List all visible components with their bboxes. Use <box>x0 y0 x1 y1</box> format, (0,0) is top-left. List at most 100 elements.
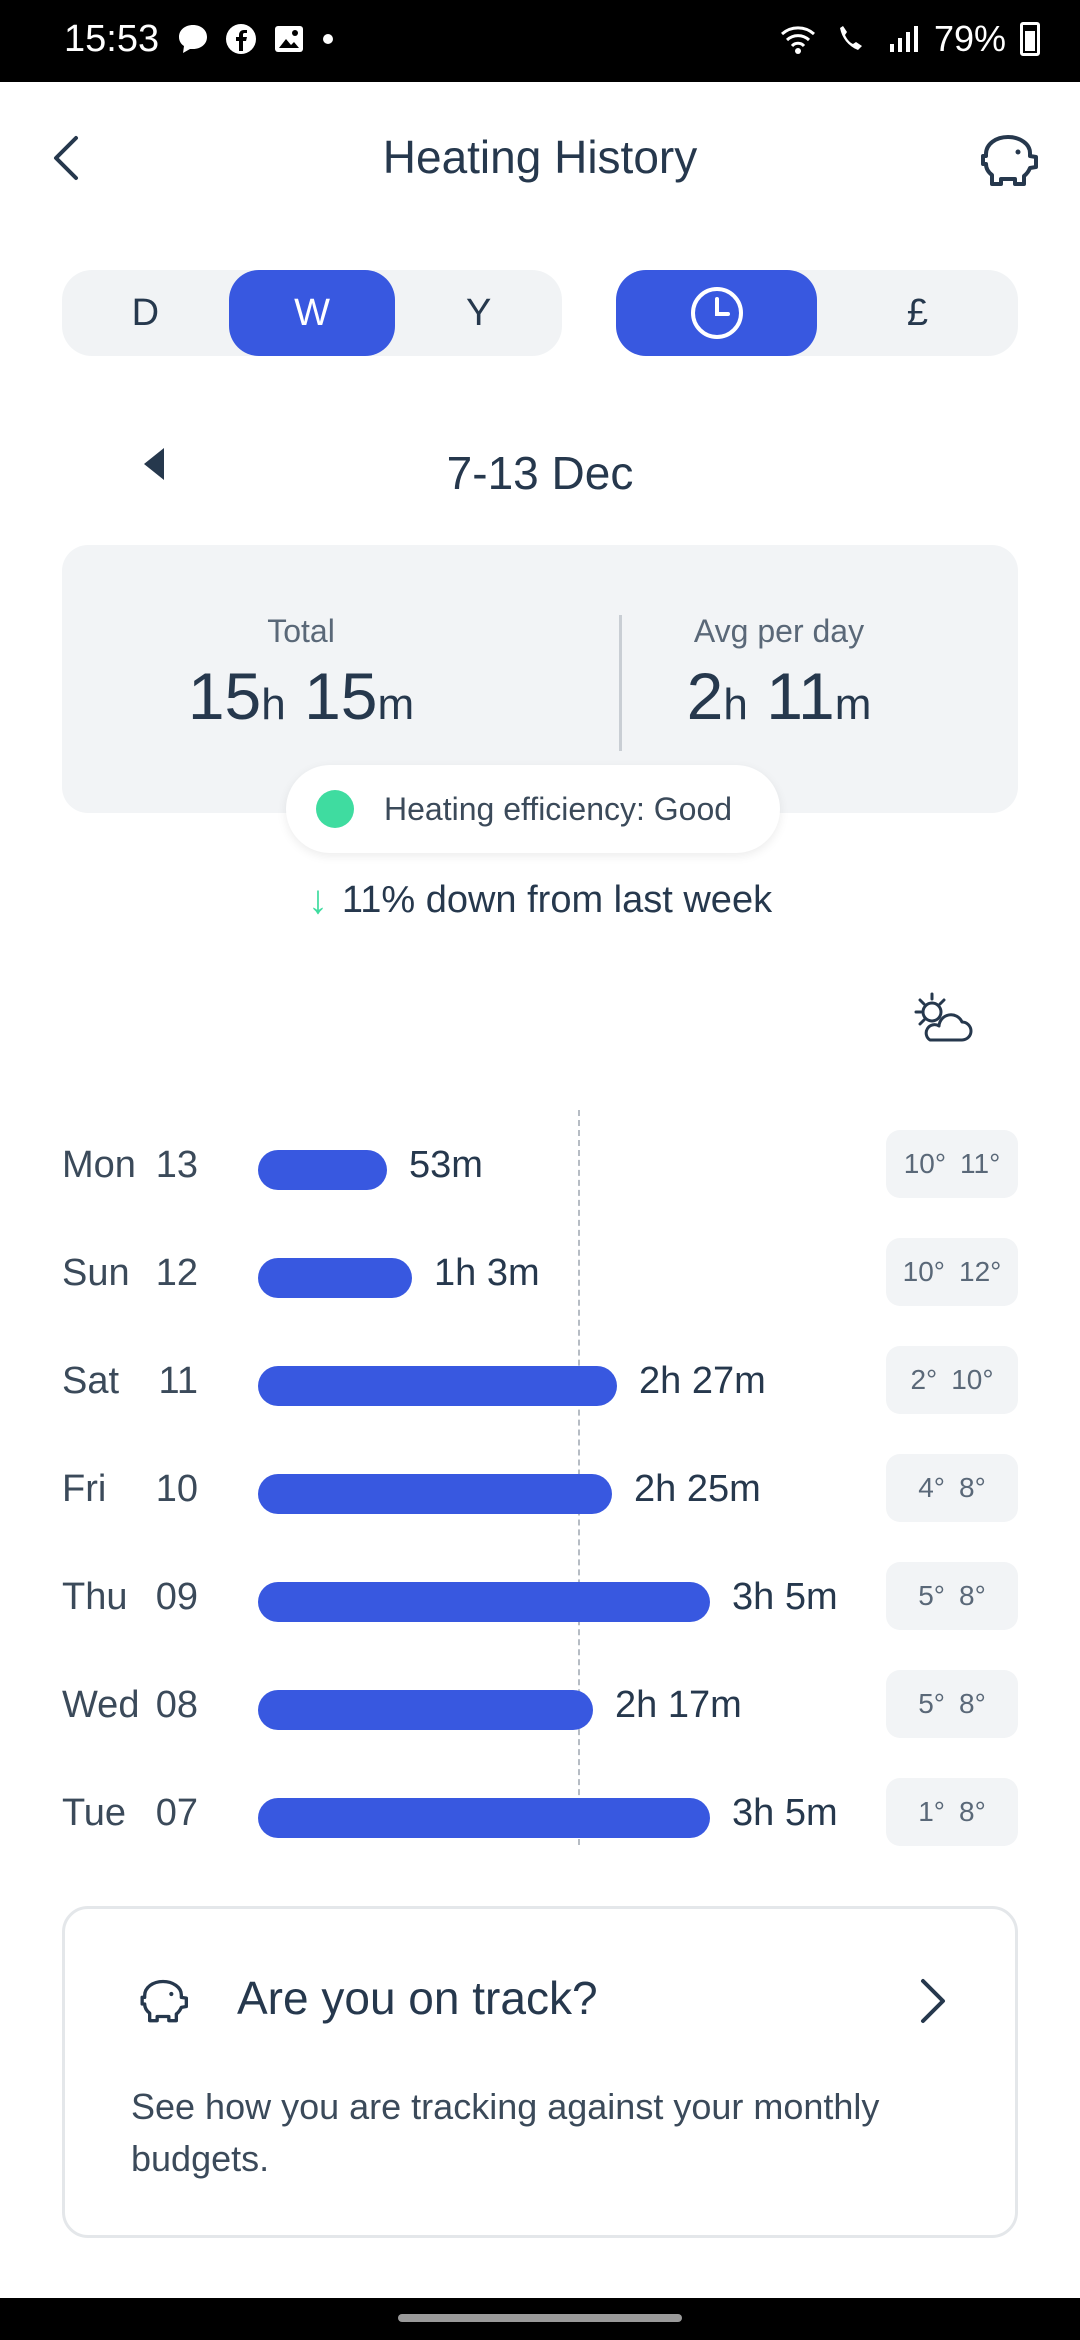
temp-low: 10° <box>902 1256 945 1287</box>
day-name: Sun <box>62 1252 130 1294</box>
temp-high: 10° <box>951 1364 994 1395</box>
heating-bar <box>258 1690 593 1730</box>
temp-high: 8° <box>959 1580 986 1611</box>
chart-row: Tue 07 3h 5m 1° 8° <box>0 1778 1080 1846</box>
heating-bar <box>258 1366 617 1406</box>
heating-bar <box>258 1150 387 1190</box>
bar-value-label: 1h 3m <box>434 1252 540 1294</box>
total-summary: Total 15h 15m <box>62 613 540 734</box>
wifi-icon <box>780 26 815 54</box>
piggy-bank-icon <box>140 1979 188 2023</box>
battery-icon <box>1020 22 1040 56</box>
notification-icons <box>176 22 336 56</box>
total-value: 15h 15m <box>62 658 540 734</box>
total-minutes: 15 <box>304 659 378 733</box>
efficiency-status-dot <box>316 790 354 828</box>
temp-high: 8° <box>959 1796 986 1827</box>
average-label: Avg per day <box>693 613 865 649</box>
average-value: 2h 11m <box>540 658 1018 734</box>
wifi-calling-icon <box>839 26 862 50</box>
gallery-icon <box>275 26 303 52</box>
bar-value-label: 2h 17m <box>615 1684 742 1726</box>
mode-selector: £ <box>616 270 1018 356</box>
chart-row: Thu 09 3h 5m 5° 8° <box>0 1562 1080 1630</box>
day-name: Sat <box>62 1360 120 1402</box>
period-year-tab[interactable]: Y <box>466 291 492 334</box>
chart-row: Sun 12 1h 3m 10° 12° <box>0 1238 1080 1306</box>
day-number: 10 <box>155 1468 198 1510</box>
day-number: 12 <box>155 1252 198 1294</box>
clock-icon <box>690 287 743 339</box>
avg-minutes-unit: m <box>834 680 872 729</box>
page-title: Heating History <box>382 131 698 183</box>
facebook-icon <box>226 24 256 54</box>
day-number: 08 <box>155 1684 198 1726</box>
bar-value-label: 3h 5m <box>732 1576 838 1618</box>
on-track-card[interactable]: Are you on track? See how you are tracki… <box>62 1906 1018 2238</box>
temp-low: 1° <box>918 1796 945 1827</box>
heating-efficiency-badge: Heating efficiency: Good <box>286 765 780 853</box>
battery-percent: 79% <box>933 18 1006 59</box>
home-gesture-handle[interactable] <box>398 2314 682 2322</box>
weather-partly-cloudy-icon <box>914 992 973 1042</box>
date-range-label: 7-13 Dec <box>446 447 634 499</box>
temp-low: 5° <box>918 1688 945 1719</box>
day-name: Tue <box>62 1792 127 1834</box>
day-name: Fri <box>62 1468 107 1510</box>
day-number: 07 <box>155 1792 198 1834</box>
temperature-range-chip: 1° 8° <box>886 1778 1018 1846</box>
temperature-range-chip: 2° 10° <box>886 1346 1018 1414</box>
chat-icon <box>179 25 207 53</box>
temp-high: 8° <box>959 1688 986 1719</box>
heating-bar <box>258 1474 612 1514</box>
avg-minutes: 11 <box>766 659 835 733</box>
chart-row: Sat 11 2h 27m 2° 10° <box>0 1346 1080 1414</box>
status-time: 15:53 <box>64 18 160 60</box>
bar-value-label: 3h 5m <box>732 1792 838 1834</box>
bar-value-label: 53m <box>409 1144 483 1186</box>
period-week-tab[interactable]: W <box>228 270 396 356</box>
temperature-range-chip: 10° 12° <box>886 1238 1018 1306</box>
day-number: 09 <box>155 1576 198 1618</box>
time-mode-tab[interactable] <box>616 270 817 356</box>
trend-indicator: ↓ 11% down from last week <box>0 878 1080 923</box>
total-hours-unit: h <box>261 680 286 729</box>
track-card-description: See how you are tracking against your mo… <box>131 2086 880 2179</box>
system-nav-bar <box>0 2298 1080 2340</box>
dot-icon <box>323 34 333 44</box>
total-minutes-unit: m <box>377 680 415 729</box>
total-label: Total <box>267 613 335 649</box>
daily-heating-chart: Mon 13 53m 10° 11° Sun 12 1h 3m 10° 12° Sat 11 2h 27… <box>0 1110 1080 1850</box>
chart-row: Fri 10 2h 25m 4° 8° <box>0 1454 1080 1522</box>
piggy-bank-button[interactable] <box>972 122 1044 194</box>
day-number: 13 <box>155 1144 198 1186</box>
heating-bar <box>258 1798 710 1838</box>
cost-mode-tab[interactable]: £ <box>906 291 929 334</box>
trend-text: 11% down from last week <box>341 879 773 921</box>
day-number: 11 <box>158 1360 198 1402</box>
average-summary: Avg per day 2h 11m <box>540 613 1018 734</box>
temp-low: 10° <box>903 1148 947 1179</box>
track-card-title: Are you on track? <box>237 1972 598 2024</box>
status-bar: 15:53 79% <box>0 0 1080 82</box>
summary-divider <box>619 615 622 751</box>
signal-icon <box>889 26 918 52</box>
chevron-right-icon[interactable] <box>913 1973 953 2029</box>
temperature-range-chip: 4° 8° <box>886 1454 1018 1522</box>
back-button[interactable] <box>40 128 100 188</box>
bar-value-label: 2h 25m <box>634 1468 761 1510</box>
temp-low: 4° <box>918 1472 945 1503</box>
bar-value-label: 2h 27m <box>639 1360 766 1402</box>
previous-week-button[interactable] <box>140 444 170 484</box>
chart-row: Mon 13 53m 10° 11° <box>0 1130 1080 1198</box>
temp-high: 12° <box>959 1256 1002 1287</box>
day-name: Mon <box>62 1144 136 1186</box>
status-right: 79% <box>778 18 1040 60</box>
app-header: Heating History <box>0 82 1080 232</box>
total-hours: 15 <box>187 659 262 733</box>
avg-hours-unit: h <box>723 680 748 729</box>
summary-card: Total 15h 15m Avg per day 2h 11m <box>62 545 1018 813</box>
temp-high: 8° <box>959 1472 986 1503</box>
heating-bar <box>258 1258 412 1298</box>
period-day-tab[interactable]: D <box>131 291 160 334</box>
